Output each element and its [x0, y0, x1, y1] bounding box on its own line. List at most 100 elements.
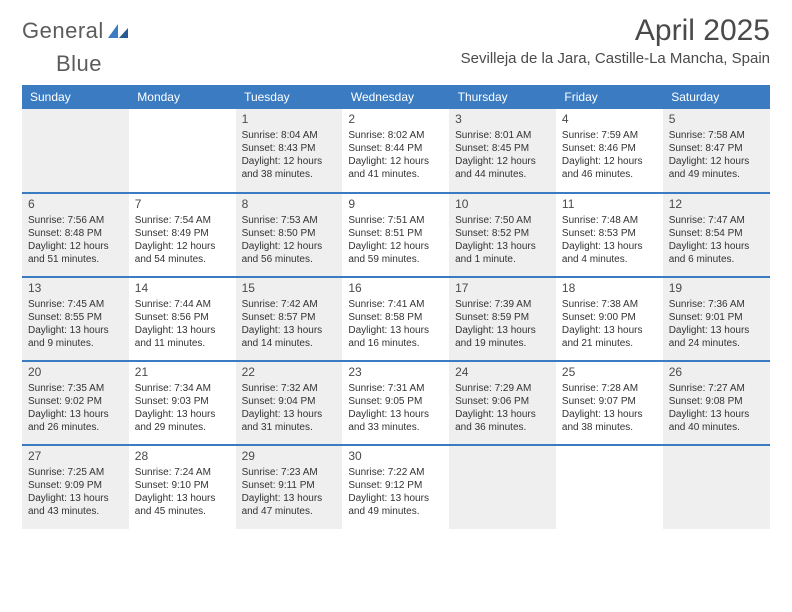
sunset-line: Sunset: 8:51 PM [348, 227, 443, 240]
sunrise-line: Sunrise: 7:51 AM [348, 214, 443, 227]
day-number: 20 [28, 365, 123, 381]
daylight2-line: and 44 minutes. [455, 168, 550, 181]
sunrise-line: Sunrise: 7:23 AM [242, 466, 337, 479]
day-number: 25 [562, 365, 657, 381]
sunrise-line: Sunrise: 7:50 AM [455, 214, 550, 227]
day-header: Sunday [22, 85, 129, 109]
sunrise-line: Sunrise: 7:34 AM [135, 382, 230, 395]
calendar-body: 1Sunrise: 8:04 AMSunset: 8:43 PMDaylight… [22, 109, 770, 529]
daylight1-line: Daylight: 13 hours [135, 408, 230, 421]
sunset-line: Sunset: 9:08 PM [669, 395, 764, 408]
daylight1-line: Daylight: 12 hours [348, 240, 443, 253]
calendar-cell: 24Sunrise: 7:29 AMSunset: 9:06 PMDayligh… [449, 361, 556, 445]
daylight2-line: and 1 minute. [455, 253, 550, 266]
calendar-week: 13Sunrise: 7:45 AMSunset: 8:55 PMDayligh… [22, 277, 770, 361]
sunset-line: Sunset: 8:45 PM [455, 142, 550, 155]
daylight2-line: and 14 minutes. [242, 337, 337, 350]
sunrise-line: Sunrise: 7:44 AM [135, 298, 230, 311]
sunset-line: Sunset: 9:03 PM [135, 395, 230, 408]
day-number: 29 [242, 449, 337, 465]
daylight2-line: and 43 minutes. [28, 505, 123, 518]
day-header: Monday [129, 85, 236, 109]
daylight2-line: and 4 minutes. [562, 253, 657, 266]
brand-logo: General [22, 18, 132, 44]
calendar-cell: 28Sunrise: 7:24 AMSunset: 9:10 PMDayligh… [129, 445, 236, 529]
sunrise-line: Sunrise: 7:36 AM [669, 298, 764, 311]
sunrise-line: Sunrise: 8:01 AM [455, 129, 550, 142]
sunrise-line: Sunrise: 7:47 AM [669, 214, 764, 227]
daylight1-line: Daylight: 12 hours [562, 155, 657, 168]
calendar-week: 20Sunrise: 7:35 AMSunset: 9:02 PMDayligh… [22, 361, 770, 445]
sunset-line: Sunset: 9:07 PM [562, 395, 657, 408]
daylight2-line: and 26 minutes. [28, 421, 123, 434]
day-number: 5 [669, 112, 764, 128]
daylight1-line: Daylight: 12 hours [135, 240, 230, 253]
calendar-cell: 8Sunrise: 7:53 AMSunset: 8:50 PMDaylight… [236, 193, 343, 277]
sunset-line: Sunset: 8:57 PM [242, 311, 337, 324]
daylight1-line: Daylight: 13 hours [135, 492, 230, 505]
day-number: 10 [455, 197, 550, 213]
calendar-cell: 5Sunrise: 7:58 AMSunset: 8:47 PMDaylight… [663, 109, 770, 193]
day-number: 18 [562, 281, 657, 297]
location-line: Sevilleja de la Jara, Castille-La Mancha… [461, 50, 770, 67]
calendar-cell: 30Sunrise: 7:22 AMSunset: 9:12 PMDayligh… [342, 445, 449, 529]
daylight1-line: Daylight: 13 hours [28, 408, 123, 421]
calendar-table: Sunday Monday Tuesday Wednesday Thursday… [22, 85, 770, 529]
calendar-cell: 11Sunrise: 7:48 AMSunset: 8:53 PMDayligh… [556, 193, 663, 277]
sunrise-line: Sunrise: 8:02 AM [348, 129, 443, 142]
sunset-line: Sunset: 9:04 PM [242, 395, 337, 408]
day-number: 9 [348, 197, 443, 213]
sunrise-line: Sunrise: 7:53 AM [242, 214, 337, 227]
day-number: 22 [242, 365, 337, 381]
day-number: 26 [669, 365, 764, 381]
day-number: 13 [28, 281, 123, 297]
sunrise-line: Sunrise: 7:56 AM [28, 214, 123, 227]
daylight2-line: and 9 minutes. [28, 337, 123, 350]
calendar-week: 6Sunrise: 7:56 AMSunset: 8:48 PMDaylight… [22, 193, 770, 277]
day-header: Wednesday [342, 85, 449, 109]
calendar-cell [663, 445, 770, 529]
day-number: 19 [669, 281, 764, 297]
daylight2-line: and 41 minutes. [348, 168, 443, 181]
day-number: 21 [135, 365, 230, 381]
calendar-cell [129, 109, 236, 193]
sunrise-line: Sunrise: 7:28 AM [562, 382, 657, 395]
brand-word-2: Blue [56, 51, 102, 77]
daylight1-line: Daylight: 12 hours [669, 155, 764, 168]
day-number: 8 [242, 197, 337, 213]
day-number: 4 [562, 112, 657, 128]
daylight2-line: and 49 minutes. [348, 505, 443, 518]
calendar-cell: 13Sunrise: 7:45 AMSunset: 8:55 PMDayligh… [22, 277, 129, 361]
daylight2-line: and 33 minutes. [348, 421, 443, 434]
sunset-line: Sunset: 9:11 PM [242, 479, 337, 492]
daylight2-line: and 47 minutes. [242, 505, 337, 518]
daylight1-line: Daylight: 13 hours [242, 492, 337, 505]
sunset-line: Sunset: 8:49 PM [135, 227, 230, 240]
day-number: 7 [135, 197, 230, 213]
daylight1-line: Daylight: 13 hours [28, 324, 123, 337]
calendar-cell: 2Sunrise: 8:02 AMSunset: 8:44 PMDaylight… [342, 109, 449, 193]
day-number: 28 [135, 449, 230, 465]
day-number: 16 [348, 281, 443, 297]
sunrise-line: Sunrise: 7:35 AM [28, 382, 123, 395]
sunset-line: Sunset: 9:12 PM [348, 479, 443, 492]
month-title: April 2025 [461, 14, 770, 48]
day-number: 14 [135, 281, 230, 297]
sunset-line: Sunset: 8:53 PM [562, 227, 657, 240]
sunset-line: Sunset: 9:06 PM [455, 395, 550, 408]
title-block: April 2025 Sevilleja de la Jara, Castill… [461, 14, 770, 67]
sail-icon [106, 22, 130, 40]
daylight1-line: Daylight: 13 hours [669, 408, 764, 421]
calendar-cell: 17Sunrise: 7:39 AMSunset: 8:59 PMDayligh… [449, 277, 556, 361]
calendar-cell: 23Sunrise: 7:31 AMSunset: 9:05 PMDayligh… [342, 361, 449, 445]
daylight2-line: and 36 minutes. [455, 421, 550, 434]
sunset-line: Sunset: 8:47 PM [669, 142, 764, 155]
daylight1-line: Daylight: 13 hours [348, 492, 443, 505]
daylight2-line: and 51 minutes. [28, 253, 123, 266]
day-number: 12 [669, 197, 764, 213]
sunset-line: Sunset: 8:48 PM [28, 227, 123, 240]
daylight1-line: Daylight: 13 hours [455, 324, 550, 337]
sunset-line: Sunset: 9:02 PM [28, 395, 123, 408]
day-header-row: Sunday Monday Tuesday Wednesday Thursday… [22, 85, 770, 109]
daylight1-line: Daylight: 12 hours [242, 155, 337, 168]
